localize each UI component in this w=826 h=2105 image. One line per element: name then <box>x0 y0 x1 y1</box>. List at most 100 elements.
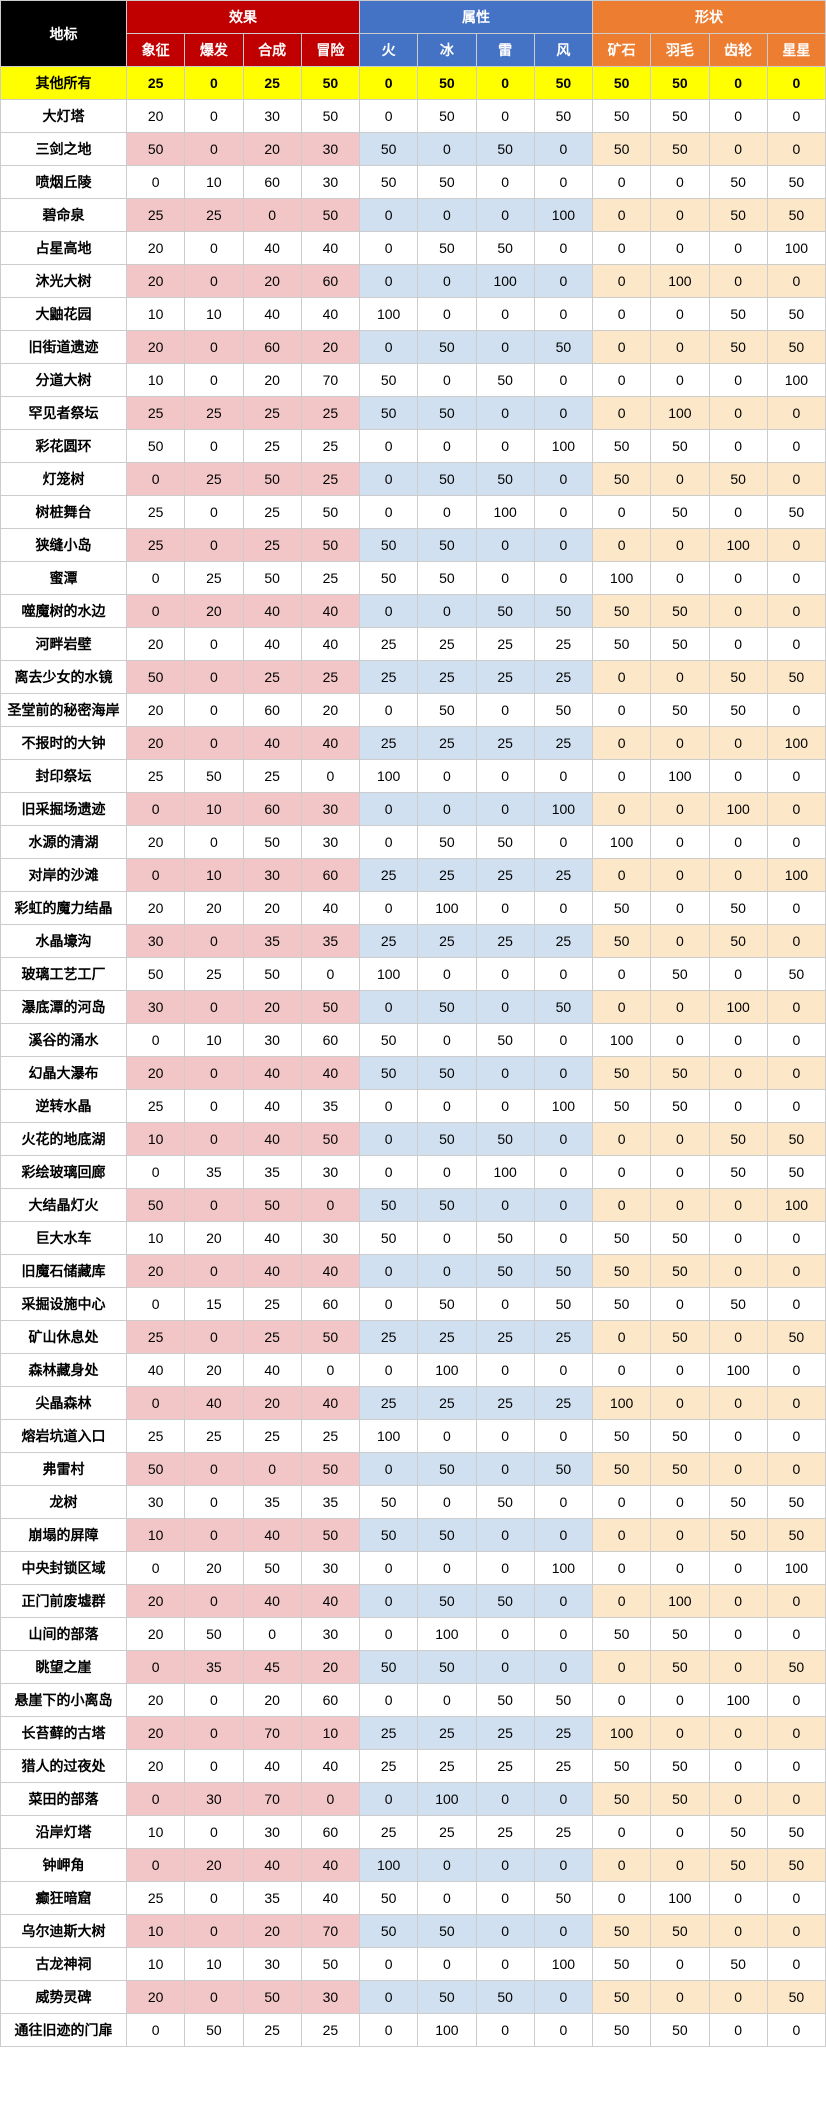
cell: 0 <box>360 694 418 727</box>
cell: 20 <box>301 694 359 727</box>
cell: 40 <box>243 1123 301 1156</box>
cell: 0 <box>767 793 825 826</box>
table-row: 树桩舞台2502550001000050050 <box>1 496 826 529</box>
cell: 0 <box>476 1288 534 1321</box>
cell: 0 <box>476 397 534 430</box>
cell: 50 <box>360 1222 418 1255</box>
subheader-星星: 星星 <box>767 34 825 67</box>
cell: 50 <box>418 232 476 265</box>
cell: 50 <box>418 67 476 100</box>
row-name: 威势灵碑 <box>1 1981 127 2014</box>
cell: 0 <box>185 826 243 859</box>
cell: 20 <box>243 892 301 925</box>
table-row: 火花的地底湖1004050050500005050 <box>1 1123 826 1156</box>
cell: 50 <box>301 496 359 529</box>
cell: 50 <box>651 1255 709 1288</box>
cell: 0 <box>709 1585 767 1618</box>
cell: 50 <box>767 1981 825 2014</box>
cell: 50 <box>476 1024 534 1057</box>
cell: 0 <box>534 1585 592 1618</box>
cell: 35 <box>301 1486 359 1519</box>
cell: 50 <box>418 1585 476 1618</box>
cell: 10 <box>185 859 243 892</box>
cell: 0 <box>476 1882 534 1915</box>
subheader-冒险: 冒险 <box>301 34 359 67</box>
cell: 50 <box>418 1519 476 1552</box>
cell: 0 <box>185 1321 243 1354</box>
cell: 100 <box>476 496 534 529</box>
row-name: 癫狂暗窟 <box>1 1882 127 1915</box>
cell: 60 <box>301 1816 359 1849</box>
cell: 0 <box>127 1783 185 1816</box>
cell: 25 <box>301 661 359 694</box>
table-row: 钟岬角0204040100000005050 <box>1 1849 826 1882</box>
cell: 60 <box>243 166 301 199</box>
cell: 50 <box>301 991 359 1024</box>
cell: 20 <box>185 1849 243 1882</box>
cell: 0 <box>360 265 418 298</box>
cell: 50 <box>593 1453 651 1486</box>
row-name: 大结晶灯火 <box>1 1189 127 1222</box>
cell: 40 <box>301 1882 359 1915</box>
cell: 50 <box>767 1651 825 1684</box>
cell: 100 <box>476 265 534 298</box>
cell: 0 <box>360 595 418 628</box>
cell: 50 <box>360 1519 418 1552</box>
cell: 50 <box>593 100 651 133</box>
cell: 0 <box>651 1816 709 1849</box>
cell: 0 <box>767 397 825 430</box>
table-row: 旧街道遗迹2006020050050005050 <box>1 331 826 364</box>
cell: 0 <box>767 826 825 859</box>
cell: 50 <box>476 1222 534 1255</box>
cell: 0 <box>185 430 243 463</box>
cell: 0 <box>185 1816 243 1849</box>
row-name: 旧街道遗迹 <box>1 331 127 364</box>
row-name: 乌尔迪斯大树 <box>1 1915 127 1948</box>
cell: 100 <box>534 199 592 232</box>
cell: 0 <box>301 1189 359 1222</box>
cell: 0 <box>418 1882 476 1915</box>
cell: 50 <box>127 1453 185 1486</box>
cell: 20 <box>127 1057 185 1090</box>
cell: 0 <box>476 2014 534 2047</box>
cell: 0 <box>593 1321 651 1354</box>
cell: 0 <box>360 793 418 826</box>
row-name: 灯笼树 <box>1 463 127 496</box>
cell: 0 <box>767 1684 825 1717</box>
cell: 50 <box>593 892 651 925</box>
cell: 0 <box>534 1189 592 1222</box>
row-name: 占星高地 <box>1 232 127 265</box>
cell: 100 <box>767 364 825 397</box>
cell: 50 <box>767 1486 825 1519</box>
cell: 0 <box>767 529 825 562</box>
cell: 100 <box>767 232 825 265</box>
cell: 100 <box>767 1189 825 1222</box>
cell: 20 <box>185 1552 243 1585</box>
subheader-羽毛: 羽毛 <box>651 34 709 67</box>
cell: 0 <box>185 232 243 265</box>
cell: 0 <box>593 793 651 826</box>
cell: 0 <box>476 67 534 100</box>
cell: 0 <box>709 859 767 892</box>
cell: 0 <box>767 1750 825 1783</box>
cell: 0 <box>534 265 592 298</box>
cell: 50 <box>418 826 476 859</box>
cell: 30 <box>301 1618 359 1651</box>
cell: 50 <box>418 1651 476 1684</box>
cell: 0 <box>360 1783 418 1816</box>
landmark-table: 地标 效果 属性 形状 象征爆发合成冒险火冰雷风矿石羽毛齿轮星星 其他所有250… <box>0 0 826 2047</box>
cell: 50 <box>476 463 534 496</box>
cell: 40 <box>301 727 359 760</box>
cell: 10 <box>127 364 185 397</box>
cell: 0 <box>127 1024 185 1057</box>
row-name: 大鼬花园 <box>1 298 127 331</box>
cell: 20 <box>127 1618 185 1651</box>
cell: 0 <box>185 1123 243 1156</box>
cell: 0 <box>360 1255 418 1288</box>
cell: 0 <box>651 232 709 265</box>
cell: 0 <box>360 1618 418 1651</box>
cell: 0 <box>476 1948 534 1981</box>
row-name: 长苔藓的古塔 <box>1 1717 127 1750</box>
cell: 100 <box>651 1585 709 1618</box>
cell: 0 <box>360 1156 418 1189</box>
